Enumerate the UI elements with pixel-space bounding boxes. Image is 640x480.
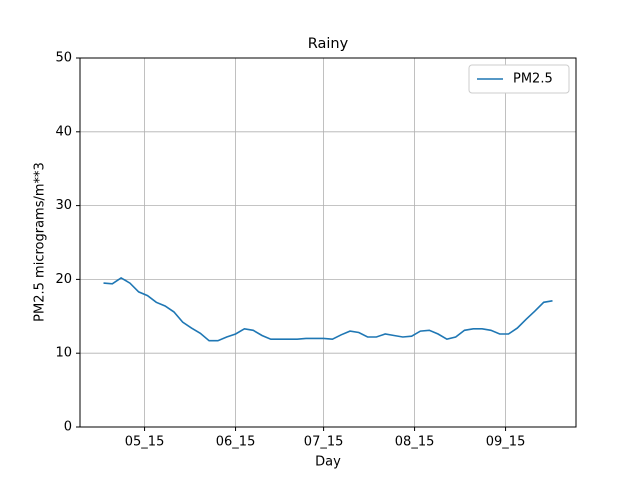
- y-tick-label: 30: [55, 198, 72, 213]
- y-tick-label: 10: [55, 346, 72, 361]
- y-tick-label: 20: [55, 272, 72, 287]
- legend-label: PM2.5: [513, 72, 553, 87]
- x-tick-label: 06_15: [216, 435, 256, 450]
- x-tick-label: 07_15: [304, 435, 344, 450]
- x-tick-label: 05_15: [125, 435, 165, 450]
- x-tick-label: 09_15: [486, 435, 526, 450]
- y-tick-label: 50: [55, 51, 72, 66]
- data-line: [103, 276, 553, 342]
- chart-title: Rainy: [308, 36, 349, 52]
- x-axis-label: Day: [315, 455, 341, 470]
- y-axis-label: PM2.5 micrograms/m**3: [33, 162, 48, 322]
- y-tick-label: 0: [64, 420, 72, 435]
- legend-box: [468, 64, 570, 94]
- plot-frame: [79, 57, 577, 428]
- y-tick-label: 40: [55, 124, 72, 139]
- x-tick-label: 08_15: [395, 435, 435, 450]
